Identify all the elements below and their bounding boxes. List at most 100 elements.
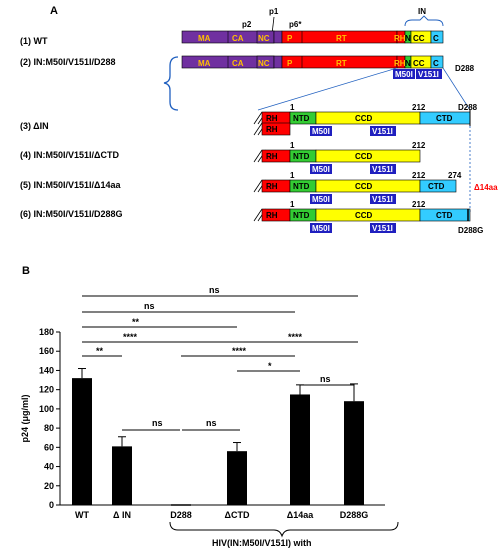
y-tick-label: 120 bbox=[39, 385, 54, 395]
bottom-label: HIV(IN:M50I/V151I) with bbox=[212, 538, 312, 548]
x-tick-label-4: Δ14aa bbox=[287, 510, 314, 520]
rh-d288g: RH bbox=[266, 211, 278, 220]
sig-d288-14aa: **** bbox=[232, 346, 247, 356]
zoom-line-right bbox=[442, 67, 471, 111]
ctd-delta-14aa: CTD bbox=[428, 182, 445, 191]
mut-box-m50i-zoom bbox=[310, 126, 332, 136]
panel-b-label: B bbox=[22, 265, 30, 277]
ctd-d288g: CTD bbox=[436, 211, 453, 220]
sig-ns-wt-14aa: ns bbox=[144, 301, 155, 311]
seg-c-2: C bbox=[433, 59, 439, 68]
pos-1-delta-ctd: 1 bbox=[290, 141, 295, 150]
mut-m50i-4: M50I bbox=[312, 165, 330, 174]
construct-label-d288g: (6) IN:M50I/V151I/D288G bbox=[20, 209, 123, 219]
pos-212-zoom: 212 bbox=[412, 103, 426, 112]
seg-nc: NC bbox=[258, 34, 270, 43]
pos-1-delta-14aa: 1 bbox=[290, 171, 295, 180]
seg-rh: RH bbox=[394, 34, 406, 43]
pos-212-delta-ctd: 212 bbox=[412, 141, 426, 150]
significance-brackets: ns ns ** **** ** **** **** * ns ns ns bbox=[82, 285, 358, 431]
ccd-delta-14aa: CCD bbox=[355, 182, 373, 191]
seg-ma: MA bbox=[198, 34, 211, 43]
ntd-delta-ctd: NTD bbox=[293, 152, 310, 161]
d288-gag-pol-bar: MA CA NC P RT RH N CC C bbox=[181, 55, 444, 69]
p24-bar-chart: 0 20 40 60 80 100 120 140 160 180 p24 (μg/ml) WT Δ I… bbox=[20, 327, 385, 520]
sig-wt-delta-in: ** bbox=[96, 346, 104, 356]
sig-wt-d288: **** bbox=[123, 332, 138, 342]
ntd-delta-14aa: NTD bbox=[293, 182, 310, 191]
ctd-zoom: CTD bbox=[436, 114, 453, 123]
mut-box-v151i-zoom bbox=[370, 126, 396, 136]
pos-1-zoom: 1 bbox=[290, 103, 295, 112]
pos-212-d288g: 212 bbox=[412, 200, 426, 209]
seg-cc: CC bbox=[413, 34, 425, 43]
sig-ns-14aa-d288g: ns bbox=[320, 374, 331, 384]
seg-n-2: N bbox=[405, 59, 411, 68]
x-tick-label-0: WT bbox=[75, 510, 89, 520]
mut-m50i-top: M50I bbox=[395, 70, 413, 79]
sig-d288-d288g: **** bbox=[288, 332, 303, 342]
d288-top-label: D288 bbox=[455, 64, 475, 73]
p2-label: p2 bbox=[242, 20, 252, 29]
x-tick-label-2: D288 bbox=[170, 510, 192, 520]
ntd-zoom: NTD bbox=[293, 114, 310, 123]
zoom-construct-full bbox=[253, 110, 471, 126]
ntd-d288g: NTD bbox=[293, 211, 310, 220]
mut-box-m50i-5 bbox=[310, 194, 332, 204]
seg-p-2: P bbox=[287, 59, 293, 68]
seg-ca: CA bbox=[232, 34, 244, 43]
bottom-bracket bbox=[169, 521, 399, 538]
group-brace bbox=[163, 56, 179, 111]
y-tick-label: 20 bbox=[44, 481, 54, 491]
in-bracket bbox=[404, 15, 444, 27]
rh-zoom: RH bbox=[266, 114, 278, 123]
in-label: IN bbox=[418, 7, 426, 16]
seg-c: C bbox=[433, 34, 439, 43]
ccd-zoom: CCD bbox=[355, 114, 373, 123]
mut-v151i-zoom: V151I bbox=[372, 127, 393, 136]
construct-label-d288: (2) IN:M50I/V151I/D288 bbox=[20, 57, 116, 67]
y-tick-label: 0 bbox=[49, 500, 54, 510]
seg-rt-2: RT bbox=[336, 59, 347, 68]
mut-m50i-5: M50I bbox=[312, 195, 330, 204]
sig-ns-deltain-d288: ns bbox=[152, 418, 163, 428]
mut-v151i-6: V151I bbox=[372, 224, 393, 233]
bar-4 bbox=[290, 394, 310, 505]
seg-p: P bbox=[287, 34, 293, 43]
bar-0 bbox=[72, 378, 92, 505]
mut-box-m50i-6 bbox=[310, 223, 332, 233]
rh-delta-14aa: RH bbox=[266, 182, 278, 191]
y-tick-label: 60 bbox=[44, 442, 54, 452]
x-tick-label-3: ΔCTD bbox=[225, 510, 250, 520]
sig-ns-wt-d288g: ns bbox=[209, 285, 220, 295]
ccd-d288g: CCD bbox=[355, 211, 373, 220]
mut-box-v151i-4 bbox=[370, 164, 396, 174]
panel-a-label: A bbox=[50, 5, 58, 17]
x-tick-label-1: Δ IN bbox=[113, 510, 131, 520]
pos-d288-zoom: D288 bbox=[458, 103, 478, 112]
mut-v151i-5: V151I bbox=[372, 195, 393, 204]
seg-ca-2: CA bbox=[232, 59, 244, 68]
sig-wt-ctd: ** bbox=[132, 317, 140, 327]
sig-ctd-14aa: * bbox=[268, 361, 272, 371]
seg-nc-2: NC bbox=[258, 59, 270, 68]
mut-box-v151i-5 bbox=[370, 194, 396, 204]
mut-box-v151i-6 bbox=[370, 223, 396, 233]
d288g-label: D288G bbox=[458, 226, 483, 235]
mut-v151i-top: V151I bbox=[418, 70, 439, 79]
y-tick-label: 80 bbox=[44, 423, 54, 433]
delta-14aa-label: Δ14aa bbox=[474, 183, 498, 192]
y-tick-label: 160 bbox=[39, 346, 54, 356]
mut-box-m50i-4 bbox=[310, 164, 332, 174]
y-tick-label: 40 bbox=[44, 462, 54, 472]
construct-delta-ctd bbox=[253, 149, 421, 163]
seg-cc-2: CC bbox=[413, 59, 425, 68]
seg-rh-2: RH bbox=[394, 59, 406, 68]
seg-n: N bbox=[405, 34, 411, 43]
pos-274: 274 bbox=[448, 171, 462, 180]
mut-m50i-6: M50I bbox=[312, 224, 330, 233]
zoom-line-left bbox=[257, 67, 398, 111]
p1-label: p1 bbox=[269, 7, 279, 16]
y-tick-label: 100 bbox=[39, 404, 54, 414]
